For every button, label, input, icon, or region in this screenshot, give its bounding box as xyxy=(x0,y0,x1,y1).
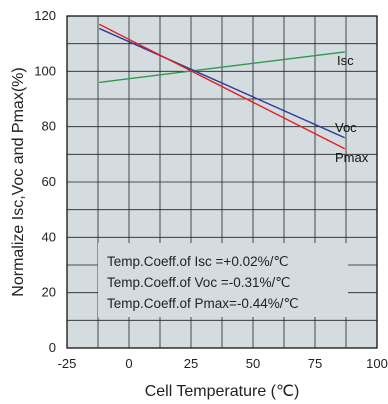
series-label-isc: Isc xyxy=(337,53,354,68)
annotation-box xyxy=(98,243,348,317)
annotation-voc: Temp.Coeff.of Voc =-0.31%/℃ xyxy=(107,275,290,290)
y-tick-label: 100 xyxy=(34,63,56,78)
series-label-voc: Voc xyxy=(335,120,357,135)
y-axis-title: Normalize Isc,Voc and Pmax(%) xyxy=(10,67,27,296)
series-line-pmax xyxy=(98,23,346,150)
series-lines xyxy=(98,23,346,150)
x-tick-label: -25 xyxy=(58,356,77,371)
series-line-voc xyxy=(98,27,346,139)
series-label-pmax: Pmax xyxy=(335,150,369,165)
x-tick-label: 50 xyxy=(246,356,260,371)
y-tick-label: 120 xyxy=(34,8,56,23)
series-labels: Isc Voc Pmax xyxy=(335,53,369,165)
x-tick-label: 100 xyxy=(366,356,388,371)
y-tick-label: 60 xyxy=(42,174,56,189)
x-tick-label: 0 xyxy=(125,356,132,371)
y-tick-label: 80 xyxy=(42,119,56,134)
y-tick-label: 40 xyxy=(42,229,56,244)
annotation-isc: Temp.Coeff.of Isc =+0.02%/℃ xyxy=(107,254,289,269)
y-tick-label: 20 xyxy=(42,285,56,300)
x-tick-label: 75 xyxy=(308,356,322,371)
x-axis-title: Cell Temperature (℃) xyxy=(145,383,300,400)
annotation-pmax: Temp.Coeff.of Pmax=-0.44%/℃ xyxy=(107,296,299,311)
series-line-isc xyxy=(99,51,345,84)
y-tick-label: 0 xyxy=(49,340,56,355)
x-tick-label: 25 xyxy=(184,356,198,371)
